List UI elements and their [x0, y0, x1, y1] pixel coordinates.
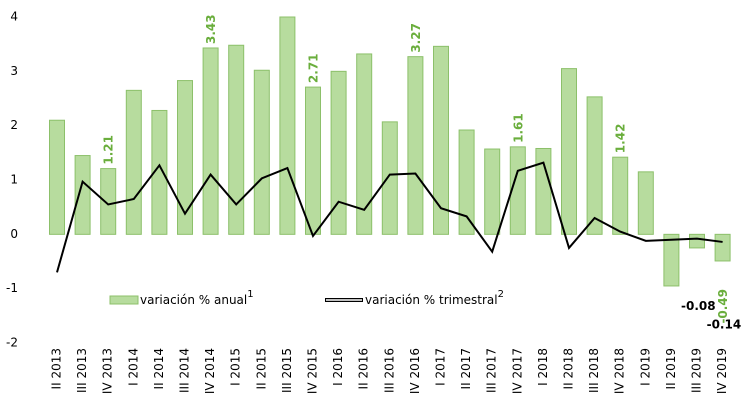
- x-tick-label: III 2019: [690, 348, 704, 393]
- y-tick-label: 3: [10, 64, 18, 78]
- bar: [407, 56, 424, 235]
- x-tick-label: III 2017: [485, 348, 499, 393]
- legend-text: variación % anual: [140, 293, 247, 307]
- x-tick-label: IV 2016: [408, 348, 422, 394]
- bar: [484, 148, 501, 235]
- y-tick-label: -2: [6, 336, 18, 350]
- legend-text: variación % trimestral: [365, 293, 498, 307]
- x-tick-label: IV 2019: [715, 348, 729, 394]
- data-label: 3.27: [409, 23, 423, 53]
- bar: [228, 44, 245, 235]
- data-label: 3.43: [204, 14, 218, 44]
- x-tick-label: IV 2014: [203, 348, 217, 394]
- legend-label: variación % anual1: [140, 289, 254, 307]
- bar: [663, 233, 680, 287]
- x-tick-label: I 2018: [536, 348, 550, 386]
- bar: [49, 119, 65, 235]
- x-tick-label: I 2017: [434, 348, 448, 386]
- bar: [74, 155, 91, 235]
- x-tick-label: II 2016: [357, 348, 371, 389]
- bar: [561, 68, 577, 235]
- x-tick-label: II 2017: [459, 348, 473, 389]
- bar: [202, 47, 219, 235]
- y-tick-label: 0: [10, 227, 18, 241]
- data-label: 1.61: [511, 113, 525, 143]
- bar: [689, 233, 705, 249]
- bar: [253, 69, 270, 235]
- x-tick-label: IV 2017: [510, 348, 524, 394]
- x-tick-label: II 2019: [664, 348, 678, 389]
- y-tick-label: 2: [10, 118, 18, 132]
- legend-note: 1: [247, 289, 253, 300]
- data-label: 2.71: [307, 53, 321, 83]
- bar: [586, 96, 603, 235]
- bar: [535, 147, 552, 235]
- bar: [381, 121, 398, 235]
- x-tick-label: IV 2015: [306, 348, 320, 394]
- data-label: -0.08: [681, 299, 716, 313]
- x-tick-label: IV 2013: [101, 348, 115, 394]
- bar: [637, 171, 654, 235]
- x-tick-label: II 2013: [50, 348, 64, 389]
- bar: [433, 45, 449, 235]
- data-label: 1.42: [614, 124, 628, 154]
- line: [56, 161, 723, 273]
- bar: [356, 53, 373, 235]
- bar: [125, 89, 142, 235]
- y-tick-label: 4: [10, 10, 18, 24]
- data-label: -0.14: [707, 317, 742, 331]
- bar: [305, 86, 321, 235]
- bar: [151, 109, 168, 235]
- data-label: -0.49: [716, 289, 730, 324]
- x-tick-label: II 2015: [254, 348, 268, 389]
- x-tick-label: II 2014: [152, 348, 166, 389]
- legend-note: 2: [498, 289, 504, 300]
- y-tick-label: -1: [6, 281, 18, 295]
- x-tick-label: III 2018: [587, 348, 601, 393]
- legend-label: variación % trimestral2: [365, 289, 504, 307]
- bar: [612, 156, 629, 235]
- bar: [714, 233, 731, 262]
- bar: [458, 129, 475, 235]
- x-tick-label: III 2015: [280, 348, 294, 393]
- x-tick-label: III 2013: [75, 348, 89, 393]
- x-tick-label: III 2016: [382, 348, 396, 393]
- x-tick-label: I 2016: [331, 348, 345, 386]
- legend-swatch: [109, 295, 139, 305]
- x-tick-label: I 2019: [638, 348, 652, 386]
- x-tick-label: I 2015: [229, 348, 243, 386]
- x-tick-label: II 2018: [562, 348, 576, 389]
- data-label: 1.21: [102, 135, 116, 165]
- x-tick-label: III 2014: [178, 348, 192, 393]
- bar: [279, 16, 296, 235]
- y-tick-label: 1: [10, 173, 18, 187]
- bar: [177, 80, 193, 235]
- x-tick-label: I 2014: [126, 348, 140, 386]
- x-tick-label: IV 2018: [613, 348, 627, 394]
- bar: [100, 168, 117, 235]
- bar: [330, 70, 347, 235]
